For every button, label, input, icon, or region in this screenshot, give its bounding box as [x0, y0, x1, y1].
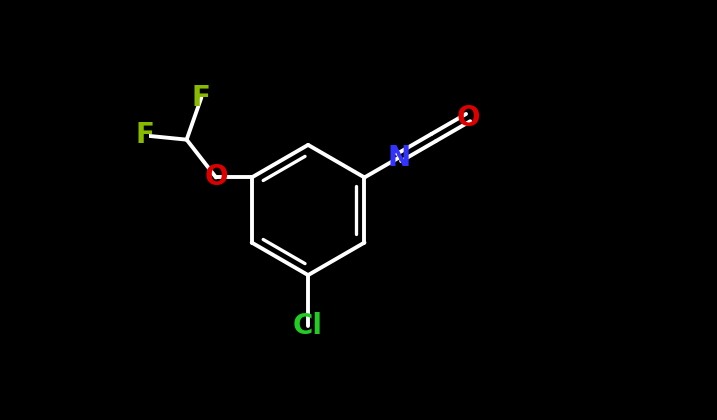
Text: F: F: [136, 121, 154, 150]
Text: F: F: [192, 84, 211, 112]
Text: N: N: [387, 144, 411, 171]
Text: O: O: [457, 104, 480, 131]
Text: Cl: Cl: [293, 312, 323, 339]
Text: O: O: [204, 163, 228, 192]
